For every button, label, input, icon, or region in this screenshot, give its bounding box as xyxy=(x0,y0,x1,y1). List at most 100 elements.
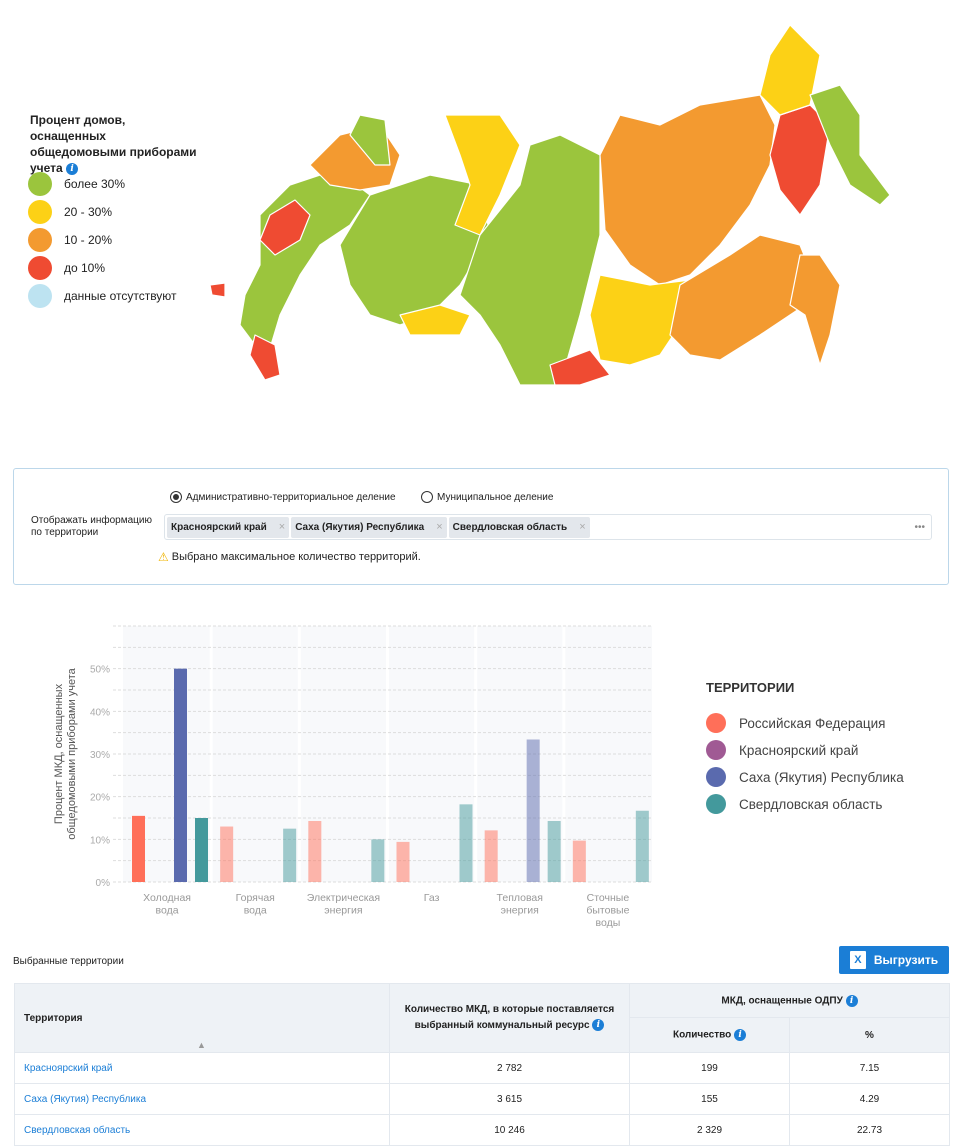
map-legend-item: 10 - 20% xyxy=(28,227,112,253)
map-region xyxy=(349,114,391,166)
warning-message: ⚠ Выбрано максимальное количество террито… xyxy=(158,550,421,564)
legend-swatch xyxy=(706,767,726,787)
info-icon[interactable]: i xyxy=(845,994,858,1007)
export-button[interactable]: X Выгрузить xyxy=(839,946,949,974)
map-region xyxy=(259,199,311,256)
territory-filter-panel: Административно-территориальное деление … xyxy=(13,468,949,585)
bar[interactable] xyxy=(132,815,145,882)
excel-icon: X xyxy=(849,951,866,969)
col-qty: Количество i xyxy=(629,1017,790,1053)
map-region xyxy=(599,94,776,286)
map-legend-title: Процент домов, оснащенных общедомовыми п… xyxy=(30,113,197,175)
map-region xyxy=(759,24,821,116)
map-legend-item: 20 - 30% xyxy=(28,199,112,225)
territory-tag: Саха (Якутия) Республика × xyxy=(291,516,447,538)
warning-icon: ⚠ xyxy=(158,550,169,564)
legend-swatch xyxy=(28,228,52,252)
territory-link[interactable]: Красноярский край xyxy=(14,1052,390,1084)
legend-swatch xyxy=(706,794,726,814)
radio-unchecked-icon[interactable] xyxy=(421,491,433,503)
count-cell: 2 782 xyxy=(389,1052,630,1084)
russia-map[interactable] xyxy=(200,15,920,395)
remove-tag-icon[interactable]: × xyxy=(436,521,443,533)
col-count-mkd: Количество МКД, в которые поставляется в… xyxy=(389,983,630,1053)
bar-chart: 0% 10% 20% 30% 40% 50% Процент МКД, оснащенных… xyxy=(53,625,652,929)
bar[interactable] xyxy=(195,818,208,882)
chart-legend-item[interactable]: Российская Федерация xyxy=(706,713,885,733)
territory-tag: Красноярский край × xyxy=(167,516,290,538)
qty-cell: 155 xyxy=(629,1083,790,1115)
remove-tag-icon[interactable]: × xyxy=(278,521,286,533)
remove-tag-icon[interactable]: × xyxy=(579,521,586,533)
bar[interactable] xyxy=(547,820,561,882)
pct-cell: 22.73 xyxy=(789,1114,950,1146)
map-region xyxy=(249,334,281,381)
map-region xyxy=(669,234,821,361)
count-cell: 3 615 xyxy=(389,1083,630,1115)
pct-cell: 4.29 xyxy=(789,1083,950,1115)
map-legend-item: более 30% xyxy=(28,171,125,197)
bar[interactable] xyxy=(572,840,586,882)
bar[interactable] xyxy=(371,839,385,882)
map-region xyxy=(789,254,841,366)
legend-swatch xyxy=(706,740,726,760)
territory-multiselect[interactable]: Красноярский край × Саха (Якутия) Республи… xyxy=(164,514,932,540)
bar[interactable] xyxy=(283,828,297,882)
territories-table: Территория ▲ Количество МКД, в которые по… xyxy=(14,983,950,1146)
sort-asc-icon[interactable]: ▲ xyxy=(197,1040,206,1050)
col-odpu: МКД, оснащенные ОДПУ i xyxy=(629,983,950,1018)
table-row: Красноярский край 2 782 199 7.15 xyxy=(14,1052,950,1084)
x-tick-label: Газ xyxy=(424,892,440,904)
y-tick-label: 40% xyxy=(90,707,110,718)
info-icon[interactable]: i xyxy=(66,162,79,175)
x-tick-label: Горячая вода xyxy=(236,892,275,917)
map-region xyxy=(459,134,601,386)
x-tick-label: Электрическая энергия xyxy=(307,892,380,917)
x-tick-label: Холодная вода xyxy=(143,892,191,917)
radio-municipal-division[interactable]: Муниципальное деление xyxy=(421,491,553,503)
territory-link[interactable]: Свердловская область xyxy=(14,1114,390,1146)
map-region xyxy=(809,84,891,206)
legend-swatch xyxy=(706,713,726,733)
x-tick-label: Тепловая энергия xyxy=(497,892,543,917)
radio-checked-icon[interactable] xyxy=(170,491,182,503)
bar[interactable] xyxy=(174,668,187,882)
territory-link[interactable]: Саха (Якутия) Республика xyxy=(14,1083,390,1115)
legend-swatch xyxy=(28,256,52,280)
chart-legend-item[interactable]: Свердловская область xyxy=(706,794,882,814)
bar[interactable] xyxy=(635,810,649,882)
col-territory[interactable]: Территория ▲ xyxy=(14,983,390,1053)
bar[interactable] xyxy=(459,804,473,882)
x-tick-label: Сточные бытовые воды xyxy=(586,892,629,929)
chart-legend-item[interactable]: Красноярский край xyxy=(706,740,858,760)
map-region xyxy=(589,274,691,366)
map-legend-item: данные отсутствуют xyxy=(28,283,177,309)
col-pct: % xyxy=(789,1017,950,1053)
qty-cell: 199 xyxy=(629,1052,790,1084)
territory-tag: Свердловская область × xyxy=(448,516,590,538)
bar[interactable] xyxy=(526,739,540,882)
y-tick-label: 30% xyxy=(90,750,110,761)
map-legend-item: до 10% xyxy=(28,255,105,281)
bar[interactable] xyxy=(220,826,234,882)
info-icon[interactable]: i xyxy=(734,1029,747,1041)
info-icon[interactable]: i xyxy=(592,1019,605,1032)
section-title: Выбранные территории xyxy=(13,956,124,967)
chart-legend-title: ТЕРРИТОРИИ xyxy=(706,680,795,695)
bar[interactable] xyxy=(396,841,410,882)
map-region xyxy=(549,349,611,386)
bar[interactable] xyxy=(308,820,322,882)
more-icon[interactable]: ••• xyxy=(914,521,925,533)
table-row: Саха (Якутия) Республика 3 615 155 4.29 xyxy=(14,1083,950,1115)
radio-admin-division[interactable]: Административно-территориальное деление xyxy=(170,491,396,503)
legend-swatch xyxy=(28,284,52,308)
legend-swatch xyxy=(28,200,52,224)
table-row: Свердловская область 10 246 2 329 22.73 xyxy=(14,1114,950,1146)
chart-legend-item[interactable]: Саха (Якутия) Республика xyxy=(706,767,904,787)
bar[interactable] xyxy=(484,830,498,882)
map-region xyxy=(399,304,471,336)
y-tick-label: 50% xyxy=(90,665,110,676)
y-tick-label: 0% xyxy=(96,878,111,889)
y-tick-label: 10% xyxy=(90,835,110,846)
filter-label: Отображать информацию по территории xyxy=(31,515,152,538)
